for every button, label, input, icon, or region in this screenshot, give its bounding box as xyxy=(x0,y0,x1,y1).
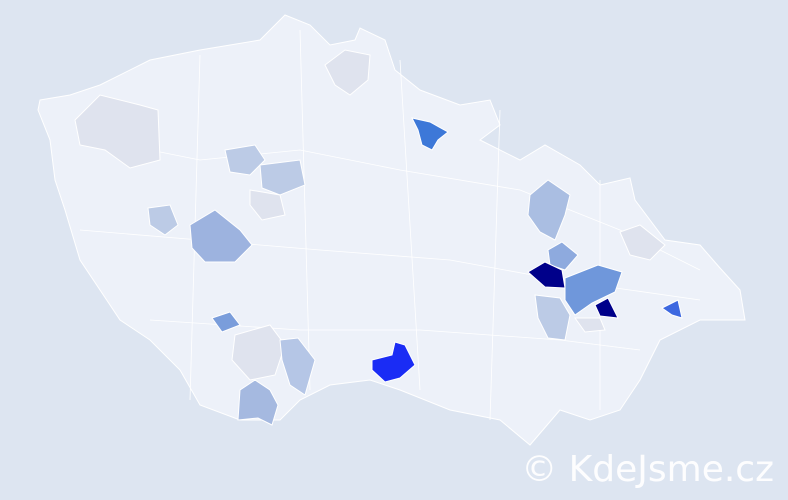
district-blue xyxy=(547,241,579,271)
district-light-gray xyxy=(231,324,286,381)
district-blue xyxy=(211,311,241,333)
district-light-blue xyxy=(259,159,306,196)
district-strong-blue xyxy=(411,117,449,151)
district-mid-blue xyxy=(527,179,571,241)
district-light-blue xyxy=(224,144,266,176)
district-light-gray xyxy=(324,49,371,96)
district-light-blue xyxy=(534,294,571,341)
district-dark-navy xyxy=(594,297,619,319)
district-bright-blue xyxy=(371,341,416,383)
district-mid-blue xyxy=(237,379,279,426)
district-light-gray xyxy=(574,317,606,333)
district-blue xyxy=(564,264,623,316)
highlighted-districts xyxy=(74,49,683,426)
district-light-gray xyxy=(619,224,666,261)
district-light-gray xyxy=(249,189,286,221)
district-light-blue xyxy=(147,204,179,236)
watermark: © KdeJsme.cz xyxy=(521,449,774,490)
district-dark-navy xyxy=(527,261,566,289)
country-outline xyxy=(37,14,746,446)
district-strong-blue xyxy=(661,299,683,319)
district-light-blue xyxy=(279,337,316,396)
district-light-gray xyxy=(74,94,161,169)
district-mid-blue xyxy=(189,209,253,263)
